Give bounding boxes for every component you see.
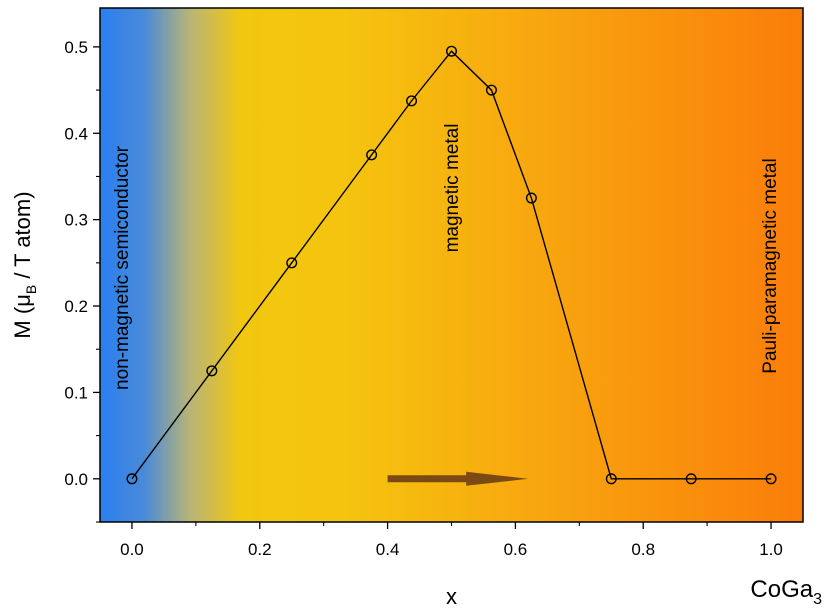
region-label-middle: magnetic metal <box>442 124 463 253</box>
data-point <box>406 95 418 107</box>
y-axis-label-mu: μ <box>10 294 35 307</box>
data-point <box>605 473 617 485</box>
plot-frame <box>99 7 804 523</box>
data-point <box>525 192 537 204</box>
y-axis-label-suffix: / T atom) <box>10 191 35 284</box>
x-axis-label: x <box>446 584 457 609</box>
series-line <box>131 50 772 480</box>
data-point <box>286 257 298 269</box>
x-tick-label: 1.0 <box>759 540 783 559</box>
region-label-right: Pauli-paramagnetic metal <box>760 158 781 373</box>
trend-arrow <box>387 471 529 486</box>
data-point <box>485 84 497 96</box>
y-axis-label-subscript: B <box>23 285 39 294</box>
x-tick-label: 0.6 <box>504 540 528 559</box>
y-tick-label: 0.0 <box>64 470 88 489</box>
region-label-left: non-magnetic semiconductor <box>112 145 133 390</box>
compound-label: CoGa3 <box>750 576 822 608</box>
x-tick-label: 0.2 <box>248 540 272 559</box>
x-tick-label: 0.4 <box>376 540 400 559</box>
x-tick-label: 0.8 <box>631 540 655 559</box>
compound-label-main: CoGa <box>750 576 813 603</box>
y-axis-label: M (μB / T atom) <box>10 191 39 338</box>
y-tick-label: 0.2 <box>64 297 88 316</box>
y-tick-label: 0.1 <box>64 383 88 402</box>
y-tick-label: 0.4 <box>64 124 88 143</box>
x-tick-label: 0.0 <box>120 540 144 559</box>
data-point <box>765 473 777 485</box>
y-tick-label: 0.3 <box>64 211 88 230</box>
y-tick-label: 0.5 <box>64 38 88 57</box>
arrow-head <box>466 471 529 486</box>
data-series <box>126 45 777 485</box>
data-point <box>685 473 697 485</box>
data-point <box>366 149 378 161</box>
data-point <box>206 365 218 377</box>
data-point <box>446 45 458 57</box>
data-point <box>126 473 138 485</box>
tick-labels: 0.0 0.2 0.4 0.6 0.8 1.0 0.0 0.1 0.2 0.3 0.4 0.5 <box>64 38 783 559</box>
compound-label-subscript: 3 <box>813 591 822 608</box>
y-axis-label-prefix: M ( <box>10 306 35 338</box>
plot-background <box>100 8 803 522</box>
